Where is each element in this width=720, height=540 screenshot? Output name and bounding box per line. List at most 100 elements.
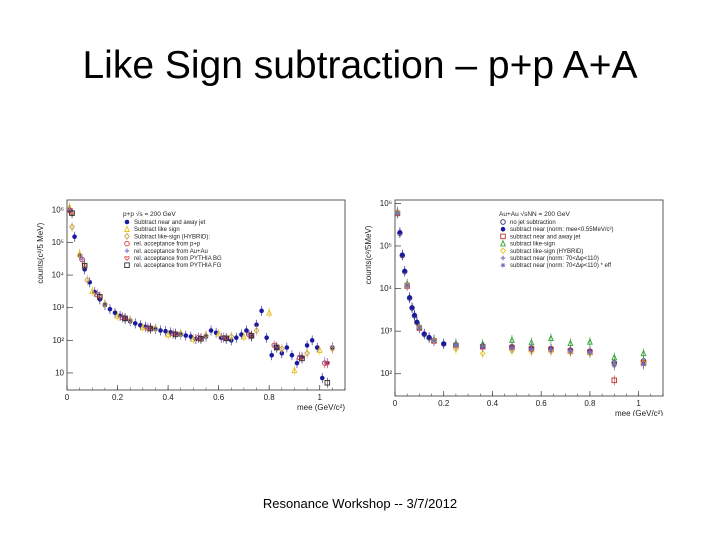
- legend: p+p √s = 200 GeV Subtract near and away j…: [123, 210, 222, 269]
- data-point: [266, 308, 273, 316]
- data-point: [309, 338, 315, 343]
- data-point: [139, 323, 146, 331]
- data-point: [127, 316, 134, 324]
- y-tick-label: 10⁵: [380, 241, 392, 250]
- series-2: [69, 221, 336, 359]
- data-point: [402, 268, 408, 274]
- y-tick-label: 10³: [380, 327, 392, 336]
- legend-entry-label: no jet subtraction: [510, 220, 556, 226]
- data-point: [248, 333, 255, 339]
- data-point: [259, 308, 264, 314]
- x-tick-label: 1: [636, 399, 641, 408]
- data-point: [234, 335, 239, 341]
- data-point: [568, 348, 573, 354]
- data-point: [163, 328, 168, 334]
- data-point: [89, 287, 96, 294]
- data-point: [84, 276, 91, 284]
- legend-marker: [124, 262, 130, 268]
- legend-entry-label: rel. acceptance from Au+Au: [134, 249, 208, 255]
- slide-footer: Resonance Workshop -- 3/7/2012: [262, 496, 458, 511]
- legend-entry-label: Subtract near and away jet: [134, 220, 206, 226]
- data-point: [586, 337, 593, 345]
- data-point: [152, 325, 159, 333]
- legend-entry-label: Subtract like-sign (HYBRID):: [134, 234, 210, 240]
- y-axis-title: counts(c²/5MeV): [364, 225, 373, 284]
- x-tick-label: 0.4: [163, 393, 175, 402]
- legend-marker: [500, 233, 506, 240]
- y-tick-label: 10⁶: [380, 199, 392, 208]
- legend-marker: [124, 232, 130, 240]
- data-point: [172, 331, 179, 338]
- data-point: [203, 332, 209, 340]
- data-point: [190, 335, 197, 342]
- data-point: [431, 338, 437, 344]
- data-layer: [395, 206, 647, 386]
- legend-entry-label: rel. acceptance from PYTHIA BG: [134, 256, 222, 262]
- data-point: [254, 322, 259, 328]
- data-point: [407, 295, 412, 300]
- data-point: [188, 334, 194, 339]
- pp-chart: 0 0.2 0.4 0.6 0.8 1 10 10² 10³ 10⁴ 10⁵ 10⁶ counts(c²…: [36, 199, 346, 412]
- data-point: [319, 375, 325, 381]
- legend-marker: [500, 255, 506, 261]
- data-point: [547, 334, 554, 342]
- x-tick-label: 0.6: [213, 393, 225, 402]
- legend-entry-label: subtract like-sign: [510, 242, 555, 248]
- data-point: [228, 333, 235, 341]
- data-point: [137, 322, 143, 328]
- data-point: [122, 315, 128, 322]
- data-point: [240, 332, 247, 340]
- legend-entry-label: rel. acceptance from PYTHIA FG: [134, 263, 222, 269]
- data-point: [76, 249, 83, 257]
- data-point: [395, 210, 400, 216]
- data-point: [426, 334, 432, 340]
- legend-entry-label: subtract near (norm: 70<Δφ<110): [510, 256, 599, 262]
- data-point: [177, 330, 184, 338]
- data-point: [400, 252, 405, 258]
- x-tick-label: 0.4: [487, 399, 499, 408]
- data-point: [69, 223, 75, 231]
- data-point: [412, 312, 417, 318]
- y-tick-label: 10⁶: [52, 205, 64, 214]
- data-point: [480, 344, 486, 349]
- y-tick-label: 10²: [52, 336, 64, 345]
- data-point: [304, 343, 310, 348]
- data-point: [509, 345, 515, 351]
- data-point: [79, 256, 85, 262]
- data-point: [640, 349, 647, 357]
- x-tick-label: 0: [65, 393, 70, 402]
- data-point: [509, 347, 515, 355]
- data-point: [641, 362, 646, 367]
- data-point: [284, 345, 290, 350]
- y-tick-label: 10²: [380, 369, 392, 378]
- x-tick-label: 0.2: [438, 399, 450, 408]
- data-point: [291, 366, 298, 374]
- auau-chart: 0 0.2 0.4 0.6 0.8 1 10² 10³ 10⁴ 10⁵ 10⁶ counts(c²/5…: [364, 199, 664, 416]
- data-point: [324, 380, 331, 386]
- y-tick-label: 10⁴: [52, 271, 65, 280]
- legend-marker: [500, 219, 506, 225]
- x-tick-label: 0.8: [584, 399, 596, 408]
- data-point: [611, 377, 618, 384]
- data-point: [81, 262, 88, 269]
- data-point: [244, 328, 249, 333]
- data-point: [198, 335, 204, 342]
- legend-entry-label: subtract near (norm: 70<Δφ<110) * eff: [510, 263, 611, 269]
- y-tick-label: 10: [55, 368, 64, 377]
- data-point: [453, 343, 459, 348]
- data-point: [548, 347, 554, 353]
- data-point: [329, 345, 336, 353]
- data-point: [529, 346, 534, 352]
- y-axis-title: counts(c²/5 MeV): [36, 222, 45, 283]
- data-point: [414, 319, 420, 325]
- data-point: [132, 321, 138, 326]
- data-point: [324, 361, 331, 367]
- legend-entry-label: subtract near (norm: mee<0.55MeV/c²): [510, 227, 614, 233]
- series-6: [395, 208, 646, 371]
- data-point: [587, 350, 593, 355]
- y-tick-label: 10³: [52, 303, 64, 312]
- y-tick-label: 10⁴: [380, 284, 393, 293]
- legend-marker: [500, 247, 506, 255]
- legend-entry-label: rel. acceptance from p+p: [134, 242, 201, 248]
